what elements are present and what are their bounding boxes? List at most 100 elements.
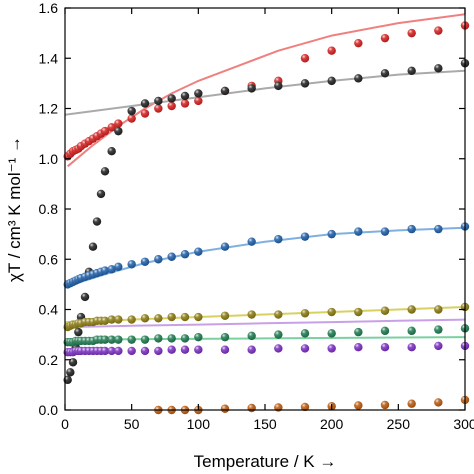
axes: 0 50 100 150 200 250 300 0.0 0.2 0.4 0.6 0.8 1.0 1.2 1… [39, 0, 474, 432]
data-point-shine [154, 104, 163, 113]
data-point-shine [88, 242, 98, 251]
data-point-shine [154, 346, 163, 356]
x-tick-label: 300 [453, 416, 474, 432]
x-tick-label: 0 [61, 416, 69, 432]
y-tick-label: 0.2 [39, 352, 59, 368]
x-tick-label: 100 [187, 416, 211, 432]
data-point-shine [194, 312, 203, 322]
y-tick-label: 1.0 [39, 151, 59, 167]
data-point-shine [434, 398, 443, 407]
data-point-shine [154, 334, 163, 343]
data-point-shine [434, 305, 443, 314]
data-point-shine [274, 330, 283, 339]
data-point-shine [300, 54, 310, 63]
data-point-shine [300, 402, 310, 412]
data-point-shine [114, 335, 123, 344]
data-point-shine [127, 346, 136, 356]
fit-line [67, 13, 466, 168]
data-point-shine [127, 315, 136, 324]
data-point-shine [434, 325, 443, 334]
data-point-shine [167, 312, 176, 322]
data-point-shine [354, 401, 363, 410]
data-point-shine [407, 399, 416, 408]
data-point-shine [247, 84, 256, 93]
data-point-shine [300, 329, 310, 338]
data-point-shine [167, 101, 176, 111]
data-point-shine [247, 310, 256, 319]
data-point-shine [220, 404, 230, 413]
data-point-shine [407, 224, 416, 234]
data-point-shine [247, 331, 256, 341]
data-point-shine [380, 400, 390, 410]
data-point-shine [274, 344, 283, 353]
data-point-shine [180, 91, 190, 101]
fit-line [64, 318, 466, 329]
y-tick-label: 0.8 [39, 201, 59, 217]
data-point-shine [354, 307, 363, 317]
data-point-shine [194, 96, 203, 106]
data-point-shine [180, 99, 190, 108]
data-point-shine [100, 167, 110, 176]
data-point-shine [327, 344, 336, 353]
data-point-shine [140, 109, 150, 118]
data-point-shine [127, 260, 136, 269]
data-point-shine [194, 89, 203, 98]
data-point-shine [154, 96, 163, 106]
data-point-shine [167, 94, 176, 103]
data-point-shine [107, 335, 116, 344]
data-point-shine [380, 326, 390, 336]
data-point-shine [380, 69, 390, 78]
data-point-shine [194, 345, 203, 354]
fit-line [64, 226, 466, 288]
data-point-shine [66, 368, 75, 377]
data-point-shine [114, 262, 123, 271]
data-point-shine [180, 250, 190, 259]
data-point-shine [327, 46, 336, 55]
data-point-shine [274, 310, 283, 319]
data-point-shine [114, 126, 123, 136]
data-point-shine [327, 307, 336, 317]
data-points [63, 21, 470, 415]
fit-line [64, 336, 466, 341]
data-point-shine [96, 189, 106, 199]
data-point-shine [100, 126, 110, 136]
data-point-shine [180, 334, 190, 343]
data-point-shine [167, 334, 176, 343]
data-point-shine [127, 106, 136, 116]
data-point-shine [407, 66, 416, 76]
data-point-shine [100, 316, 110, 326]
data-point-shine [354, 342, 363, 352]
y-tick-label: 0.4 [39, 302, 59, 318]
data-point-shine [100, 346, 110, 356]
data-point-shine [380, 306, 390, 315]
data-point-shine [74, 327, 83, 337]
data-point-shine [140, 346, 150, 356]
data-point-shine [154, 255, 163, 264]
data-point-shine [180, 345, 190, 354]
data-point-shine [274, 81, 283, 91]
data-point-shine [100, 335, 110, 344]
data-point-shine [434, 26, 443, 35]
x-tick-label: 200 [320, 416, 344, 432]
y-tick-label: 0.0 [39, 402, 59, 418]
data-point-shine [300, 309, 310, 318]
y-tick-label: 0.6 [39, 251, 59, 267]
data-point-shine [354, 227, 363, 236]
data-point-shine [327, 329, 336, 338]
data-point-shine [327, 76, 336, 86]
data-point-shine [80, 292, 90, 302]
data-point-shine [300, 79, 310, 88]
plot-frame [64, 7, 466, 411]
data-point-shine [220, 345, 230, 354]
data-point-shine [407, 342, 416, 352]
data-point-shine [107, 265, 116, 274]
data-point-shine [194, 247, 203, 256]
data-point-shine [107, 315, 116, 324]
x-axis-title: Temperature / K → [194, 452, 337, 471]
data-point-shine [167, 252, 176, 261]
data-point-shine [274, 234, 283, 244]
data-point-shine [434, 64, 443, 73]
data-point-shine [247, 345, 256, 354]
data-point-shine [407, 326, 416, 336]
data-point-shine [247, 237, 256, 246]
